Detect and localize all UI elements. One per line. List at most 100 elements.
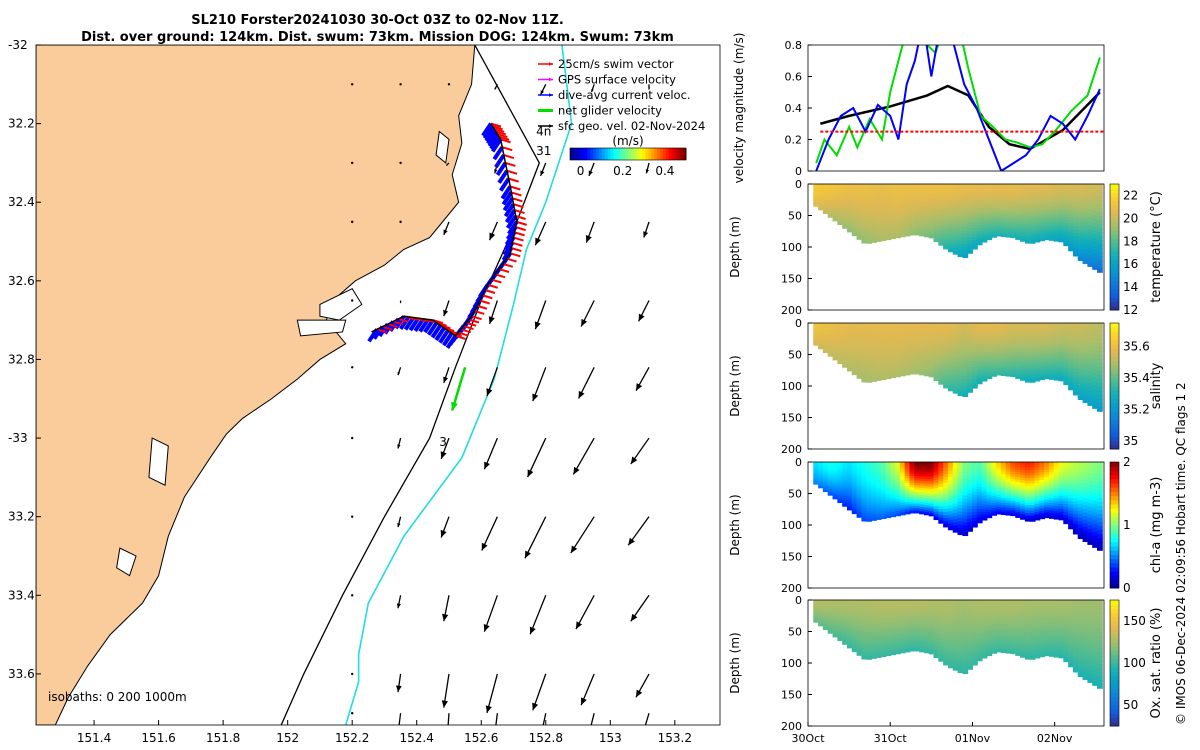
swim-vector — [506, 257, 517, 263]
section-cell — [971, 485, 978, 490]
section-cell — [971, 234, 978, 238]
section-cell — [890, 337, 897, 341]
section-cell — [1020, 513, 1026, 518]
section-cell — [1010, 210, 1017, 214]
section-cell — [919, 630, 925, 634]
section-cell — [1034, 218, 1041, 222]
section-cell — [938, 364, 945, 369]
section-cell — [996, 509, 1002, 513]
section-colorbar-cell — [1110, 280, 1119, 286]
section-cell — [914, 227, 921, 231]
section-cell — [1044, 489, 1050, 493]
section-cell — [1010, 374, 1017, 378]
section-y-tick-label: 50 — [788, 210, 802, 223]
section-cell — [880, 330, 887, 334]
section-cell — [837, 614, 844, 618]
section-cell — [1096, 248, 1103, 253]
section-cell — [1000, 495, 1007, 499]
section-cell — [832, 351, 839, 354]
section-cell — [818, 328, 824, 331]
section-cell — [1077, 194, 1084, 199]
section-cell — [871, 514, 877, 519]
section-cell — [1048, 333, 1055, 337]
section-cell — [971, 184, 978, 188]
section-cell — [851, 490, 858, 494]
section-cell — [996, 473, 1002, 477]
section-cell — [866, 227, 873, 231]
section-cell — [976, 506, 983, 510]
section-cell — [837, 498, 844, 502]
section-cell — [943, 378, 949, 383]
section-cell — [996, 363, 1002, 367]
section-cell — [885, 635, 892, 639]
section-cell — [822, 602, 829, 605]
section-cell — [1000, 342, 1007, 346]
section-cell — [885, 509, 892, 514]
section-cell — [952, 522, 959, 527]
section-cell — [885, 224, 892, 228]
section-cell — [1034, 357, 1041, 361]
section-cell — [976, 378, 983, 382]
section-cell — [904, 649, 911, 653]
section-colorbar-tick-label: 35.4 — [1123, 371, 1150, 385]
swim-vector — [502, 262, 514, 268]
section-cell — [971, 376, 978, 380]
section-cell — [851, 483, 858, 487]
section-cell — [996, 358, 1002, 362]
section-cell — [1082, 526, 1089, 532]
section-cell — [822, 617, 829, 620]
section-cell — [832, 334, 839, 337]
section-cell — [1034, 509, 1041, 513]
section-cell — [827, 607, 834, 610]
section-cell — [880, 508, 887, 512]
section-cell — [986, 479, 993, 483]
section-cell — [976, 464, 983, 469]
section-cell — [967, 502, 973, 507]
section-cell — [962, 346, 969, 351]
section-cell — [1068, 329, 1074, 333]
section-cell — [851, 508, 858, 512]
section-cell — [871, 613, 877, 617]
section-cell — [890, 211, 897, 215]
section-cell — [923, 212, 930, 216]
swim-vector — [447, 329, 459, 335]
section-cell — [971, 343, 978, 348]
section-cell — [880, 490, 887, 494]
section-cell — [1000, 349, 1007, 353]
section-cell — [1034, 333, 1041, 337]
section-cell — [1063, 225, 1070, 230]
section-cell — [976, 186, 983, 191]
section-cell — [846, 186, 853, 189]
section-cell — [827, 208, 834, 211]
section-cell — [1058, 480, 1065, 484]
section-cell — [827, 341, 834, 344]
section-cell — [875, 202, 882, 206]
section-cell — [899, 332, 906, 336]
section-colorbar-cell — [1110, 483, 1119, 488]
section-cell — [1020, 199, 1026, 203]
section-cell — [943, 195, 949, 200]
section-cell — [885, 216, 892, 220]
section-cell — [846, 364, 853, 368]
section-cell — [861, 610, 868, 614]
section-cell — [962, 210, 969, 215]
section-cell — [856, 229, 863, 233]
section-cell — [928, 352, 935, 356]
section-cell — [976, 514, 983, 518]
section-cell — [1092, 257, 1098, 263]
section-cell — [813, 336, 820, 338]
section-cell — [813, 326, 820, 328]
section-cell — [967, 224, 973, 229]
section-cell — [971, 509, 978, 513]
section-cell — [986, 196, 993, 200]
section-cell — [851, 323, 858, 326]
section-cell — [1053, 222, 1060, 227]
section-cell — [1092, 473, 1098, 479]
section-cell — [880, 487, 887, 491]
section-cell — [851, 635, 858, 639]
section-colorbar-cell — [1110, 184, 1119, 189]
section-cell — [1039, 505, 1046, 509]
section-cell — [996, 497, 1002, 501]
section-cell — [1020, 361, 1026, 366]
section-cell — [1024, 323, 1031, 327]
